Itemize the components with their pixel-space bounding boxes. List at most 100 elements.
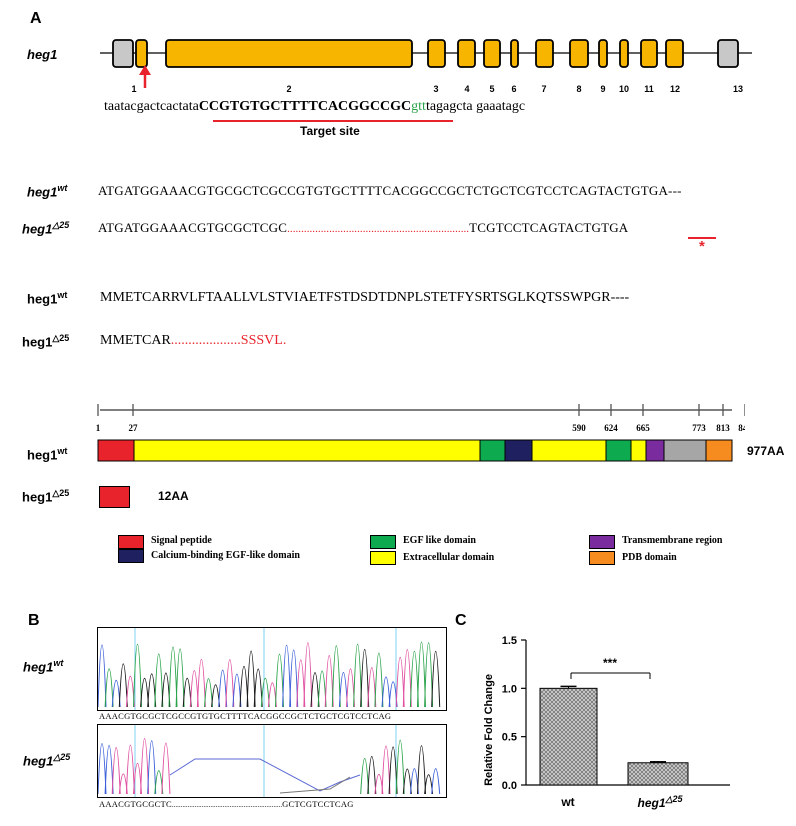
domain-tick-label: 665	[636, 423, 650, 433]
chromatogram-peak	[140, 738, 150, 795]
chromatogram-peak	[317, 670, 327, 708]
exon-box	[135, 39, 148, 68]
chromatogram-peak	[409, 651, 419, 708]
exon-box	[457, 39, 476, 68]
chromatogram-peak	[260, 677, 270, 708]
chromatogram-peak	[324, 655, 334, 708]
chromatogram-peak	[246, 650, 256, 708]
chromatogram-peak	[353, 643, 363, 708]
exon-number-label: 8	[576, 84, 581, 94]
chromatogram-peak	[331, 645, 341, 708]
legend-swatch-signal	[118, 535, 144, 549]
wt-length-label: 977AA	[747, 444, 785, 458]
target-suffix: tagagcta gaaatagc	[425, 99, 526, 114]
chromatogram-peak	[225, 659, 235, 708]
chromatogram-peak	[111, 746, 121, 795]
chromatogram-peak	[125, 744, 135, 795]
chromatogram-peak	[104, 745, 114, 795]
dna-mut-start: ATGATGGAAACGTGCGCTCGC	[98, 220, 288, 235]
protein-mut-sequence: MMETCAR....................SSSVL.	[100, 333, 286, 349]
legend-label-transmembrane: Transmembrane region	[622, 535, 723, 546]
dna-wt-label: heg1wt	[27, 183, 68, 200]
dna-wt-sequence: ATGATGGAAACGTGCGCTCGCCGTGTGCTTTTCACGGCCG…	[98, 183, 682, 198]
chromatogram-wt	[97, 627, 447, 711]
chromatogram-peak	[98, 644, 107, 708]
chromatogram-peak	[118, 663, 128, 708]
chromatogram-peak	[367, 756, 377, 795]
chromatogram-peak	[133, 643, 142, 708]
panel-b-letter: B	[28, 612, 40, 629]
chrom-wt-sequence: AAACGTGCGCTCGCCGTGTGCTTTTCACGGCCGCTCTGCT…	[99, 711, 392, 721]
chromatogram-peak	[402, 649, 412, 708]
chromatogram-peak	[388, 746, 398, 795]
y-axis-label: Relative Fold Change	[483, 674, 495, 786]
dna-mut-label: heg1△25	[22, 220, 70, 237]
exon-number-label: 4	[464, 84, 469, 94]
exon-box	[427, 39, 446, 68]
legend-label-signal: Signal peptide	[151, 535, 212, 546]
protein-mut-end: SSSVL.	[240, 333, 287, 348]
chromatogram-peak	[147, 740, 157, 795]
domain-segment-other	[663, 439, 707, 462]
domain-tick-label: 590	[572, 423, 586, 433]
chromatogram-peak	[395, 656, 405, 708]
protein-wt-sequence: MMETCARRVLFTAALLVLSTVIAETFSTDSDTDNPLSTET…	[100, 290, 630, 305]
chromatogram-peak	[282, 644, 292, 708]
bar-chart: Relative Fold Change 0.0 0.5 1.0 1.5 *** wt…	[483, 635, 730, 810]
legend-label-calcium-egf: Calcium-binding EGF-like domain	[151, 550, 300, 561]
domain-segment-transmembrane	[645, 439, 665, 462]
chrom-mut-label: heg1△25	[23, 752, 71, 769]
domain-segment-egf	[479, 439, 506, 462]
chromatogram-peak	[161, 742, 171, 795]
chromatogram-peak	[289, 649, 299, 708]
significance-stars: ***	[603, 656, 617, 670]
bar-wt	[539, 687, 598, 786]
domain-segment-extracellular	[630, 439, 647, 462]
exon-box	[165, 39, 413, 68]
exon-number-label: 12	[670, 84, 680, 94]
protein-mut-deletion: ....................	[170, 333, 241, 348]
target-prefix: taatacgactcactata	[104, 99, 199, 114]
x-tick-label-wt: wt	[560, 795, 574, 809]
chromatogram-peak	[303, 642, 313, 708]
exon-number-label: 11	[644, 84, 654, 94]
domain-tick-label: 27	[129, 423, 139, 433]
exon-box	[510, 39, 519, 68]
exon-number-label: 13	[733, 84, 743, 94]
domain-mut-bar	[99, 486, 130, 508]
domain-segment-signal	[97, 439, 135, 462]
domain-segment-calcium-egf	[504, 439, 533, 462]
dna-mut-end: TCGTCCTCAGTACTGT	[469, 220, 610, 235]
chromatogram-peak	[360, 758, 370, 795]
y-tick-label: 1.0	[502, 683, 517, 695]
chromatogram-peak	[175, 648, 185, 708]
domain-tick-label: 773	[692, 423, 706, 433]
chromatogram-peak	[381, 745, 391, 795]
y-tick-label: 1.5	[502, 635, 517, 647]
chromatogram-gap-trace	[169, 758, 361, 792]
exon-number-label: 3	[433, 84, 438, 94]
chrom-wt-label: heg1wt	[23, 658, 64, 675]
chromatogram-peak	[154, 653, 164, 708]
exon-box	[483, 39, 501, 68]
chromatogram-peak	[189, 670, 199, 708]
domain-segment-egf	[605, 439, 632, 462]
legend-label-extracellular: Extracellular domain	[403, 552, 495, 563]
chromatogram-peak	[204, 678, 213, 708]
exon-box	[569, 39, 589, 68]
exon-number-label: 6	[511, 84, 516, 94]
target-site-label: Target site	[300, 124, 360, 138]
panel-a-letter: A	[30, 10, 42, 27]
exon-number-label: 2	[286, 84, 291, 94]
chromatogram-peak	[275, 653, 284, 708]
exon-number-label: 7	[541, 84, 546, 94]
chromatogram-peak	[296, 659, 306, 708]
x-tick-label-mut: heg1△25	[638, 794, 684, 810]
protein-mut-start: MMETCAR	[100, 333, 171, 348]
significance-bracket	[570, 672, 651, 679]
domain-mut-label: heg1△25	[22, 488, 70, 505]
target-site-seq: CCGTGTGCTTTTCACGGCCGC	[198, 99, 412, 114]
domain-scale-ruler: 127590624665773813845867952977	[96, 404, 745, 433]
legend-swatch-extracellular	[370, 551, 396, 565]
chromatogram-wt-trace	[98, 628, 441, 710]
